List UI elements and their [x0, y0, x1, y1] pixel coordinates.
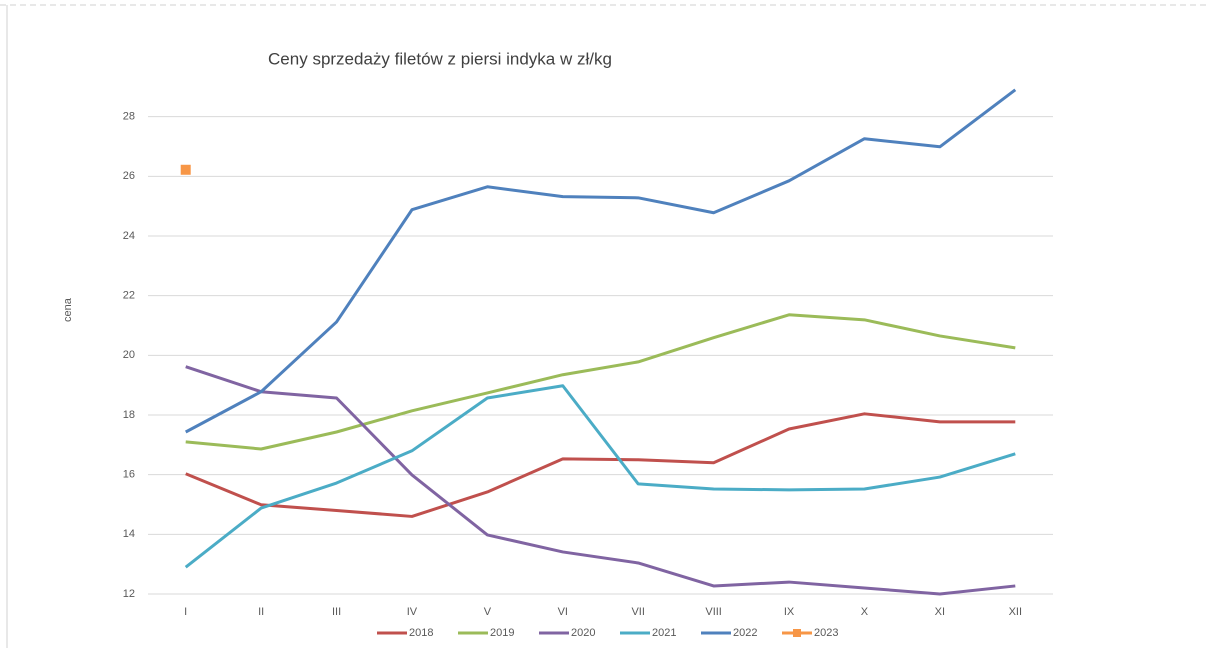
x-tick-label: IX [784, 606, 795, 618]
legend-label: 2019 [490, 627, 514, 639]
series-line [185, 365, 1016, 596]
x-tick-label: VIII [705, 606, 722, 618]
y-axis-label: cena [62, 297, 74, 322]
x-tick-label: XI [935, 606, 945, 618]
x-tick-label: V [484, 606, 492, 618]
x-tick-label: I [184, 606, 187, 618]
x-tick-label: VII [631, 606, 644, 618]
y-tick-label: 12 [123, 588, 135, 600]
series-line [184, 384, 1016, 569]
y-tick-label: 22 [123, 290, 135, 302]
y-tick-label: 16 [123, 469, 135, 481]
y-tick-label: 26 [123, 170, 135, 182]
legend-label: 2021 [652, 627, 676, 639]
series-line [185, 313, 1016, 451]
legend-label: 2018 [409, 627, 433, 639]
x-tick-label: III [332, 606, 341, 618]
legend-label: 2022 [733, 627, 757, 639]
x-tick-label: XII [1009, 606, 1022, 618]
chart-title: Ceny sprzedaży filetów z piersi indyka w… [268, 49, 612, 68]
legend-label: 2020 [571, 627, 595, 639]
y-tick-label: 28 [123, 111, 135, 123]
series-line [185, 88, 1017, 434]
series-marker [180, 164, 191, 175]
y-tick-label: 24 [123, 230, 135, 242]
x-tick-label: VI [558, 606, 568, 618]
x-tick-label: X [861, 606, 869, 618]
y-tick-label: 20 [123, 349, 135, 361]
y-tick-label: 14 [123, 528, 135, 540]
legend-marker [793, 629, 801, 637]
y-tick-label: 18 [123, 409, 135, 421]
legend-label: 2023 [814, 627, 838, 639]
series-line [185, 412, 1016, 518]
x-tick-label: IV [407, 606, 418, 618]
x-tick-label: II [258, 606, 264, 618]
